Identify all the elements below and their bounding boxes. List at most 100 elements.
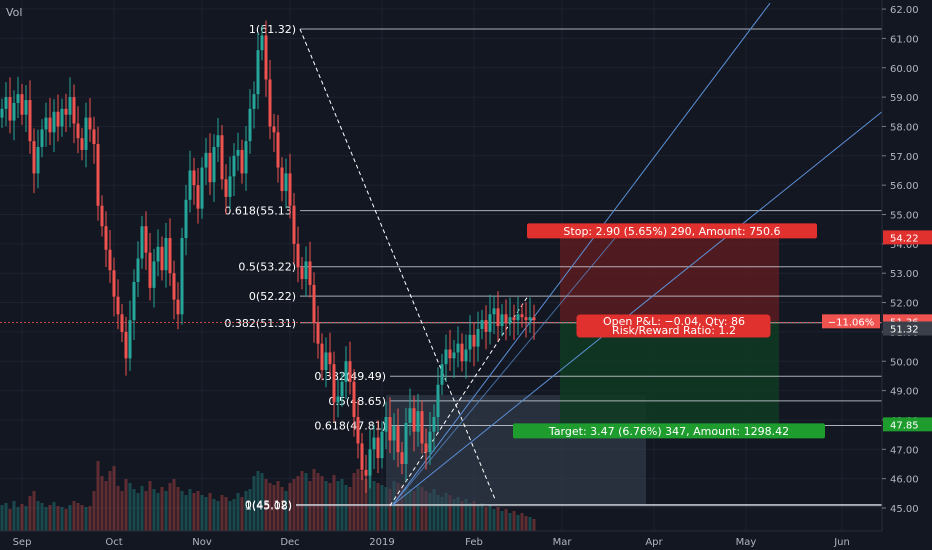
- candle-body: [228, 176, 232, 197]
- volume-bar: [528, 517, 532, 531]
- volume-bar: [100, 476, 104, 531]
- candle-body: [476, 328, 480, 347]
- change-badge-bg: [822, 314, 880, 329]
- time-tick-label: Apr: [645, 537, 663, 548]
- volume-bar: [516, 515, 520, 531]
- price-badge-label: 47.85: [890, 420, 919, 431]
- volume-bar: [368, 476, 372, 531]
- volume-bar: [180, 491, 184, 531]
- volume-bar: [492, 509, 496, 531]
- volume-bar: [396, 483, 400, 531]
- change-badge-label: −11.06%: [828, 317, 875, 328]
- volume-bar: [500, 511, 504, 531]
- volume-bar: [20, 504, 24, 531]
- candle-body: [168, 237, 172, 274]
- candle-body: [104, 226, 108, 250]
- volume-bar: [328, 483, 332, 531]
- volume-bar: [320, 476, 324, 531]
- candle-body: [308, 261, 312, 285]
- time-tick-label: Jun: [833, 537, 850, 548]
- volume-bar: [160, 487, 164, 531]
- volume-bar: [512, 511, 516, 531]
- candle-body: [480, 320, 484, 329]
- candle-body: [420, 411, 424, 444]
- volume-bar: [416, 485, 420, 531]
- fan-line: [391, 2, 771, 506]
- price-tick-label: 49.00: [890, 387, 919, 398]
- volume-bar: [524, 516, 528, 531]
- price-tick-label: 62.00: [890, 5, 919, 16]
- candle-body: [192, 170, 196, 186]
- candle-body: [284, 173, 288, 192]
- fib-label-lower: 0(45.12): [245, 498, 292, 511]
- candle-body: [416, 411, 420, 432]
- volume-bar: [280, 487, 284, 531]
- volume-bar: [156, 493, 160, 531]
- volume-bar: [36, 501, 40, 531]
- volume-bar: [484, 507, 488, 531]
- candle-body: [248, 108, 252, 142]
- candle-body: [276, 132, 280, 168]
- volume-bar: [128, 483, 132, 531]
- price-tick-label: 60.00: [890, 64, 919, 75]
- volume-bar: [472, 501, 476, 531]
- volume-bar: [252, 476, 256, 531]
- candle-body: [484, 320, 488, 332]
- time-tick-label: Feb: [465, 537, 483, 548]
- candle-body: [68, 97, 72, 115]
- volume-bar: [184, 495, 188, 531]
- volume-bar: [76, 503, 80, 531]
- volume-bar: [276, 481, 280, 531]
- volume-bar: [272, 485, 276, 531]
- candle-body: [292, 205, 296, 244]
- candle-body: [72, 97, 76, 124]
- volume-bar: [268, 483, 272, 531]
- pnl-text: Open P&L: −0.04, Qty: 86: [603, 315, 745, 328]
- candle-body: [244, 141, 248, 174]
- candle-body: [96, 144, 100, 206]
- price-tick-label: 45.00: [890, 504, 919, 515]
- candle-body: [196, 185, 200, 209]
- candle-body: [212, 146, 216, 183]
- candle-body: [180, 237, 184, 315]
- target-label-text: Target: 3.47 (6.76%) 347, Amount: 1298.4…: [548, 425, 789, 438]
- price-axis-bg: [882, 0, 932, 550]
- time-tick-label: Dec: [280, 537, 299, 548]
- candle-body: [36, 146, 40, 174]
- volume-bar: [140, 486, 144, 531]
- candle-body: [448, 349, 452, 359]
- candle-body: [32, 141, 36, 174]
- fib-label-upper: 1(61.32): [249, 23, 296, 36]
- candle-body: [136, 258, 140, 283]
- volume-bar: [116, 486, 120, 531]
- time-tick-label: Mar: [553, 537, 573, 548]
- candle-body: [56, 111, 60, 127]
- volume-bar: [256, 471, 260, 531]
- candle-body: [492, 308, 496, 315]
- candle-body: [76, 123, 80, 139]
- candle-body: [64, 108, 68, 115]
- candle-body: [288, 173, 292, 206]
- candle-body: [232, 155, 236, 177]
- candle-body: [304, 261, 308, 280]
- volume-bar: [124, 479, 128, 531]
- candle-body: [400, 452, 404, 464]
- volume-bar: [488, 505, 492, 531]
- candle-body: [312, 284, 316, 324]
- candle-body: [260, 35, 264, 51]
- fib-label-lower: 0.618(47.81): [314, 420, 386, 433]
- candle-body: [360, 443, 364, 470]
- volume-bar: [12, 501, 16, 531]
- candle-body: [340, 381, 344, 397]
- price-tick-label: 57.00: [890, 152, 919, 163]
- price-tick-label: 50.00: [890, 357, 919, 368]
- candle-body: [120, 314, 124, 332]
- candle-body: [156, 246, 160, 262]
- candle-body: [408, 408, 412, 423]
- candle-body: [172, 273, 176, 300]
- volume-bar: [24, 506, 28, 531]
- candle-body: [12, 102, 16, 121]
- candle-body: [188, 170, 192, 200]
